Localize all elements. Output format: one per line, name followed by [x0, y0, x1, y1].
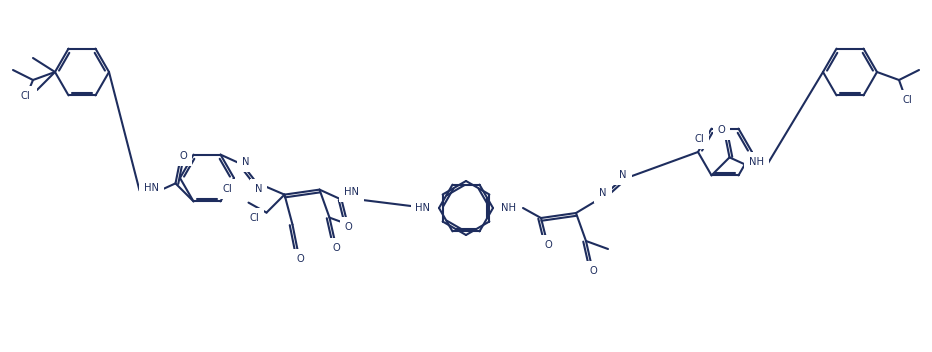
Text: O: O — [589, 266, 596, 276]
Text: O: O — [544, 240, 552, 250]
Text: HN: HN — [416, 203, 431, 213]
Text: Cl: Cl — [223, 184, 232, 194]
Text: NH: NH — [501, 203, 516, 213]
Text: Cl: Cl — [22, 92, 32, 102]
Text: HN: HN — [344, 187, 359, 197]
Text: Cl: Cl — [902, 95, 911, 105]
Text: Cl: Cl — [250, 213, 259, 222]
Text: N: N — [254, 184, 262, 194]
Text: NH: NH — [749, 157, 764, 168]
Text: Cl: Cl — [694, 134, 705, 144]
Text: Cl: Cl — [21, 91, 30, 101]
Text: O: O — [345, 222, 352, 232]
Text: O: O — [296, 254, 305, 264]
Text: N: N — [599, 188, 607, 198]
Text: N: N — [619, 170, 626, 180]
Text: O: O — [718, 125, 725, 136]
Text: HN: HN — [144, 183, 159, 193]
Text: O: O — [333, 243, 340, 253]
Text: N: N — [241, 157, 249, 166]
Text: O: O — [180, 151, 187, 161]
